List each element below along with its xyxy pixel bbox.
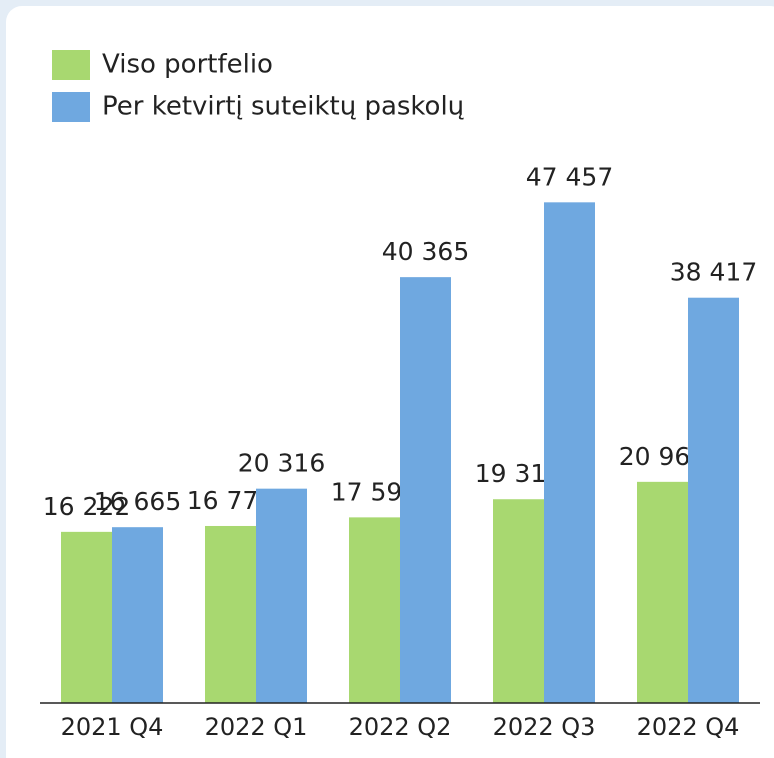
legend-swatch <box>52 50 90 80</box>
data-label: 16 665 <box>94 487 181 516</box>
bar <box>349 517 400 703</box>
data-label: 16 222 <box>43 492 130 521</box>
x-tick-label: 2022 Q4 <box>637 713 740 741</box>
data-label: 47 457 <box>526 162 613 191</box>
x-tick-label: 2022 Q3 <box>493 713 596 741</box>
bar <box>205 525 256 703</box>
data-label: 40 365 <box>382 237 469 266</box>
legend-swatch <box>52 92 90 122</box>
x-tick-label: 2022 Q2 <box>349 713 452 741</box>
bar <box>256 488 307 703</box>
data-label: 20 316 <box>238 449 325 478</box>
bar <box>544 202 595 703</box>
legend-label: Viso portfelio <box>102 50 273 80</box>
data-label: 38 417 <box>670 258 757 287</box>
bar <box>61 531 112 703</box>
bar <box>112 527 163 703</box>
legend-label: Per ketvirtį suteiktų paskolų <box>102 92 464 122</box>
x-tick-label: 2022 Q1 <box>205 713 308 741</box>
x-tick-label: 2021 Q4 <box>61 713 164 741</box>
bar <box>400 277 451 703</box>
bar <box>493 499 544 703</box>
bar <box>637 481 688 703</box>
bar <box>688 297 739 703</box>
